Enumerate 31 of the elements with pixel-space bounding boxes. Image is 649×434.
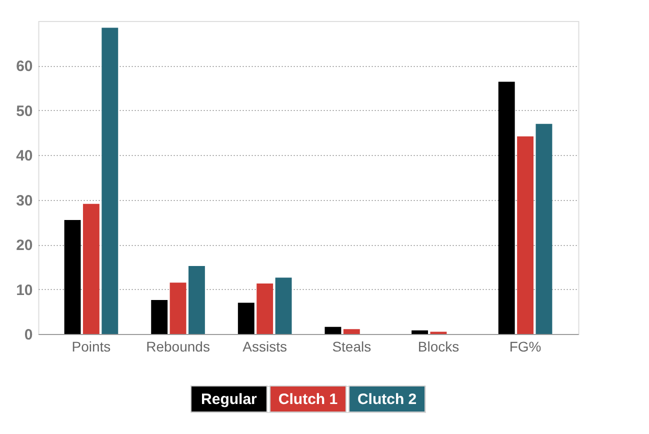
bar [64,220,81,334]
bar [343,329,360,334]
x-tick-label: Assists [242,338,288,354]
bar [536,124,552,334]
bar [82,204,100,334]
x-tick-label: FG% [509,338,542,354]
text: Clutch 2 [357,391,417,408]
bar [324,326,342,334]
bar [256,283,274,334]
bar [102,28,118,334]
bar [275,278,292,334]
y-tick-label: 20 [16,237,33,254]
x-tick-label: Points [72,338,111,354]
x-tick-label: Blocks [418,338,460,354]
text: Clutch 1 [278,391,338,408]
bar [517,136,534,334]
bar [151,300,168,334]
y-tick-label: 10 [16,282,33,299]
bar [412,330,428,334]
text: Regular [201,391,258,408]
x-tick-label: Rebounds [146,338,210,354]
y-tick-label: 40 [16,148,33,165]
y-tick-label: 30 [16,192,33,210]
bar [188,266,205,334]
bar [170,282,186,334]
bar [498,82,515,334]
x-tick-label: Steals [332,338,372,354]
y-tick-label: 60 [16,58,33,76]
y-tick-label: 0 [24,326,33,344]
bar [238,302,254,334]
y-tick-label: 50 [16,102,33,120]
